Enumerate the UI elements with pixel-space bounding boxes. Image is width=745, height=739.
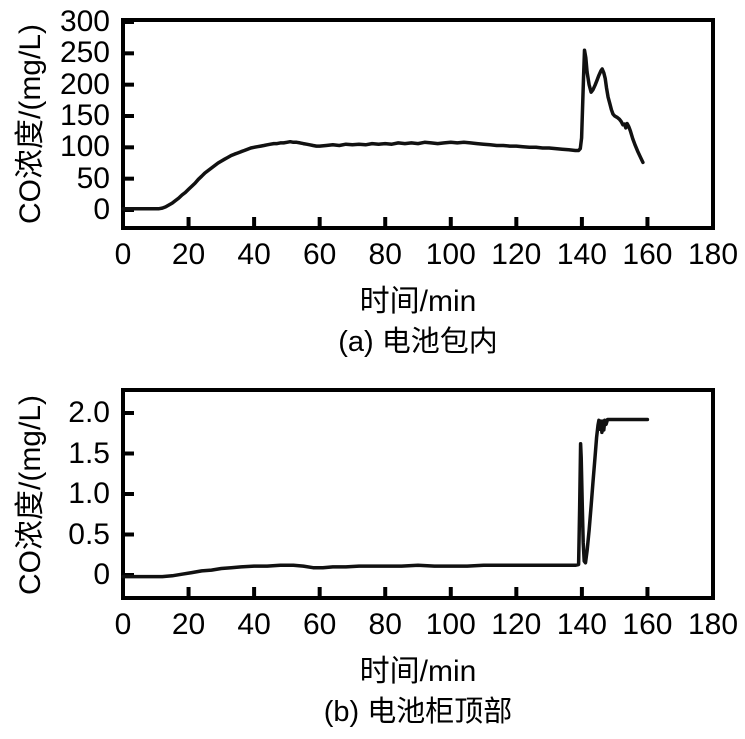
plot-border [121,18,715,230]
x-tick-label: 20 [171,608,206,641]
x-tick-label: 40 [237,608,271,641]
subplot-caption-a: (a) 电池包内 [338,326,498,358]
x-tick-label: 60 [302,608,337,641]
x-tick-label: 120 [491,238,542,271]
x-tick-label: 100 [425,608,476,641]
x-tick-label: 0 [114,238,132,271]
x-tick-label: 140 [556,238,607,271]
y-tick-label: 0.5 [68,517,110,551]
y-tick-label: 0 [93,193,110,226]
x-tick-label: 80 [368,238,402,271]
chart-panel-a: CO浓度/(mg/L) 时间/min (a) 电池包内 0 50 100 150 200… [14,5,739,359]
x-tick-label: 80 [368,608,402,641]
x-tick-label: 180 [687,608,739,641]
x-axis-label-b: 时间/min [359,655,477,688]
y-tick-label: 300 [59,5,110,38]
x-tick-label: 40 [237,238,271,271]
y-tick-label: 100 [59,130,110,164]
y-tick-label: 2.0 [68,396,110,429]
y-tick-label: 0 [93,558,110,591]
x-tick-label: 120 [491,608,542,641]
x-tick-label: 160 [622,238,673,271]
x-tick-label: 20 [171,238,206,271]
plot-border [121,388,715,600]
y-tick-label: 1.0 [68,477,110,510]
plot-area-b [121,388,715,600]
x-tick-label: 60 [302,238,337,271]
plot-area-a [121,18,715,230]
y-tick-label: 150 [59,99,110,132]
y-tick-label: 250 [59,36,110,70]
y-tick-label: 50 [76,161,110,195]
x-tick-label: 180 [687,238,739,271]
y-tick-label: 200 [59,67,110,101]
data-line [121,417,650,579]
x-axis-label-a: 时间/min [359,285,477,318]
x-tick-label: 0 [114,608,132,641]
data-line [121,48,645,211]
x-tick-label: 100 [425,238,476,271]
x-tick-label: 140 [556,608,607,641]
y-tick-label: 1.5 [68,436,110,470]
chart-panel-b: CO浓度/(mg/L) 时间/min (b) 电池柜顶部 0 0.5 1.0 1.5 2… [0,370,745,739]
subplot-caption-b: (b) 电池柜顶部 [323,696,513,728]
x-tick-label: 160 [622,608,673,641]
